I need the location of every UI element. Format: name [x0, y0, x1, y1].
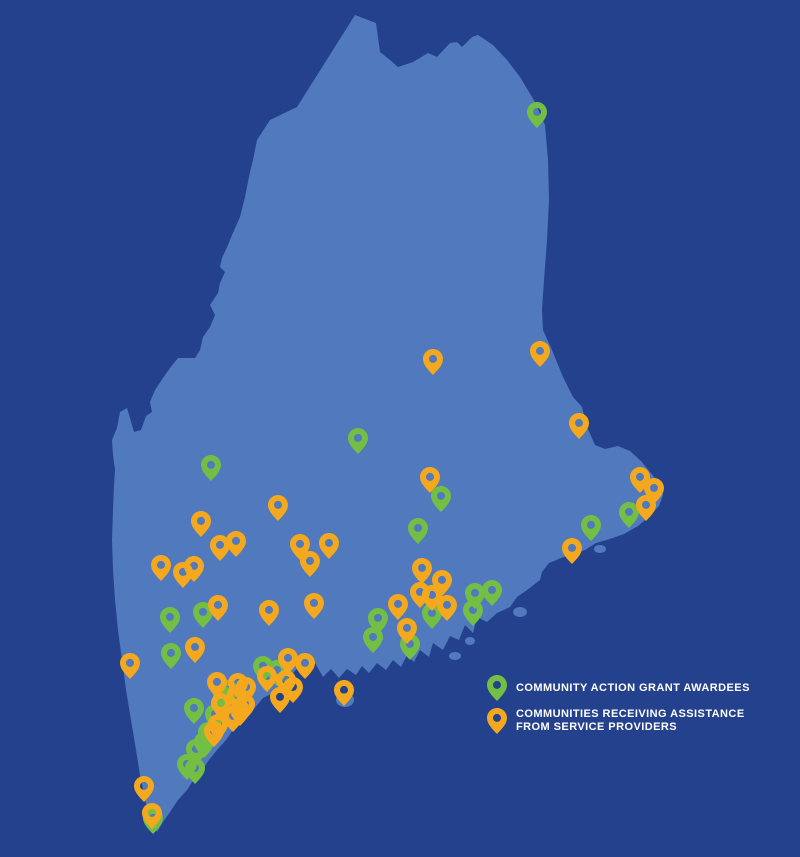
legend-item-assistance: COMMUNITIES RECEIVING ASSISTANCE FROM SE… — [487, 708, 750, 734]
maine-state-shape — [112, 15, 663, 832]
legend-label-awardees: COMMUNITY ACTION GRANT AWARDEES — [516, 681, 750, 694]
orange-pin-icon — [487, 708, 507, 734]
coastal-island — [594, 545, 606, 553]
legend-label-assistance: COMMUNITIES RECEIVING ASSISTANCE FROM SE… — [516, 708, 745, 733]
coastal-island — [513, 607, 527, 617]
coastal-island — [336, 693, 354, 707]
legend-item-awardees: COMMUNITY ACTION GRANT AWARDEES — [487, 675, 750, 701]
coastal-island — [449, 652, 461, 660]
green-pin-icon — [487, 675, 507, 701]
legend: COMMUNITY ACTION GRANT AWARDEES COMMUNIT… — [487, 675, 750, 734]
coastal-island — [465, 637, 475, 645]
